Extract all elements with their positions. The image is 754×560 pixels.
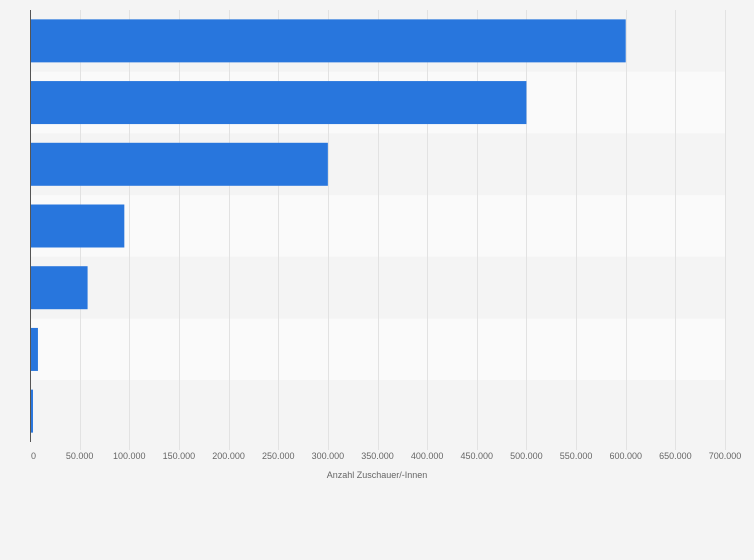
- bar-5: [30, 266, 88, 310]
- x-axis-title: Anzahl Zuschauer/-Innen: [327, 470, 428, 480]
- x-tick-label-8: 400.000: [411, 451, 444, 461]
- row-bands: [30, 10, 725, 442]
- row-band-7: [30, 380, 725, 442]
- x-tick-label-10: 500.000: [510, 451, 543, 461]
- x-tick-label-0: 0: [31, 451, 36, 461]
- x-tick-label-11: 550.000: [560, 451, 593, 461]
- x-tick-label-7: 350.000: [361, 451, 394, 461]
- x-tick-label-2: 100.000: [113, 451, 146, 461]
- bar-1: [30, 19, 626, 63]
- x-tick-label-1: 50.000: [66, 451, 94, 461]
- bar-7: [30, 389, 33, 433]
- bars: [30, 19, 626, 433]
- x-tick-label-4: 200.000: [212, 451, 245, 461]
- bar-6: [30, 327, 38, 371]
- bar-4: [30, 204, 125, 248]
- row-band-5: [30, 256, 725, 319]
- x-tick-label-5: 250.000: [262, 451, 295, 461]
- x-tick-label-13: 650.000: [659, 451, 692, 461]
- x-tick-labels: 0 50.000 100.000 150.000 200.000 250.000 300.0…: [31, 451, 741, 461]
- row-band-4: [30, 195, 725, 257]
- x-tick-label-3: 150.000: [163, 451, 196, 461]
- bar-2: [30, 81, 527, 125]
- x-tick-label-12: 600.000: [609, 451, 642, 461]
- x-tick-label-6: 300.000: [312, 451, 345, 461]
- bar-3: [30, 142, 328, 186]
- row-band-6: [30, 318, 725, 381]
- x-tick-label-14: 700.000: [709, 451, 742, 461]
- x-tick-label-9: 450.000: [461, 451, 494, 461]
